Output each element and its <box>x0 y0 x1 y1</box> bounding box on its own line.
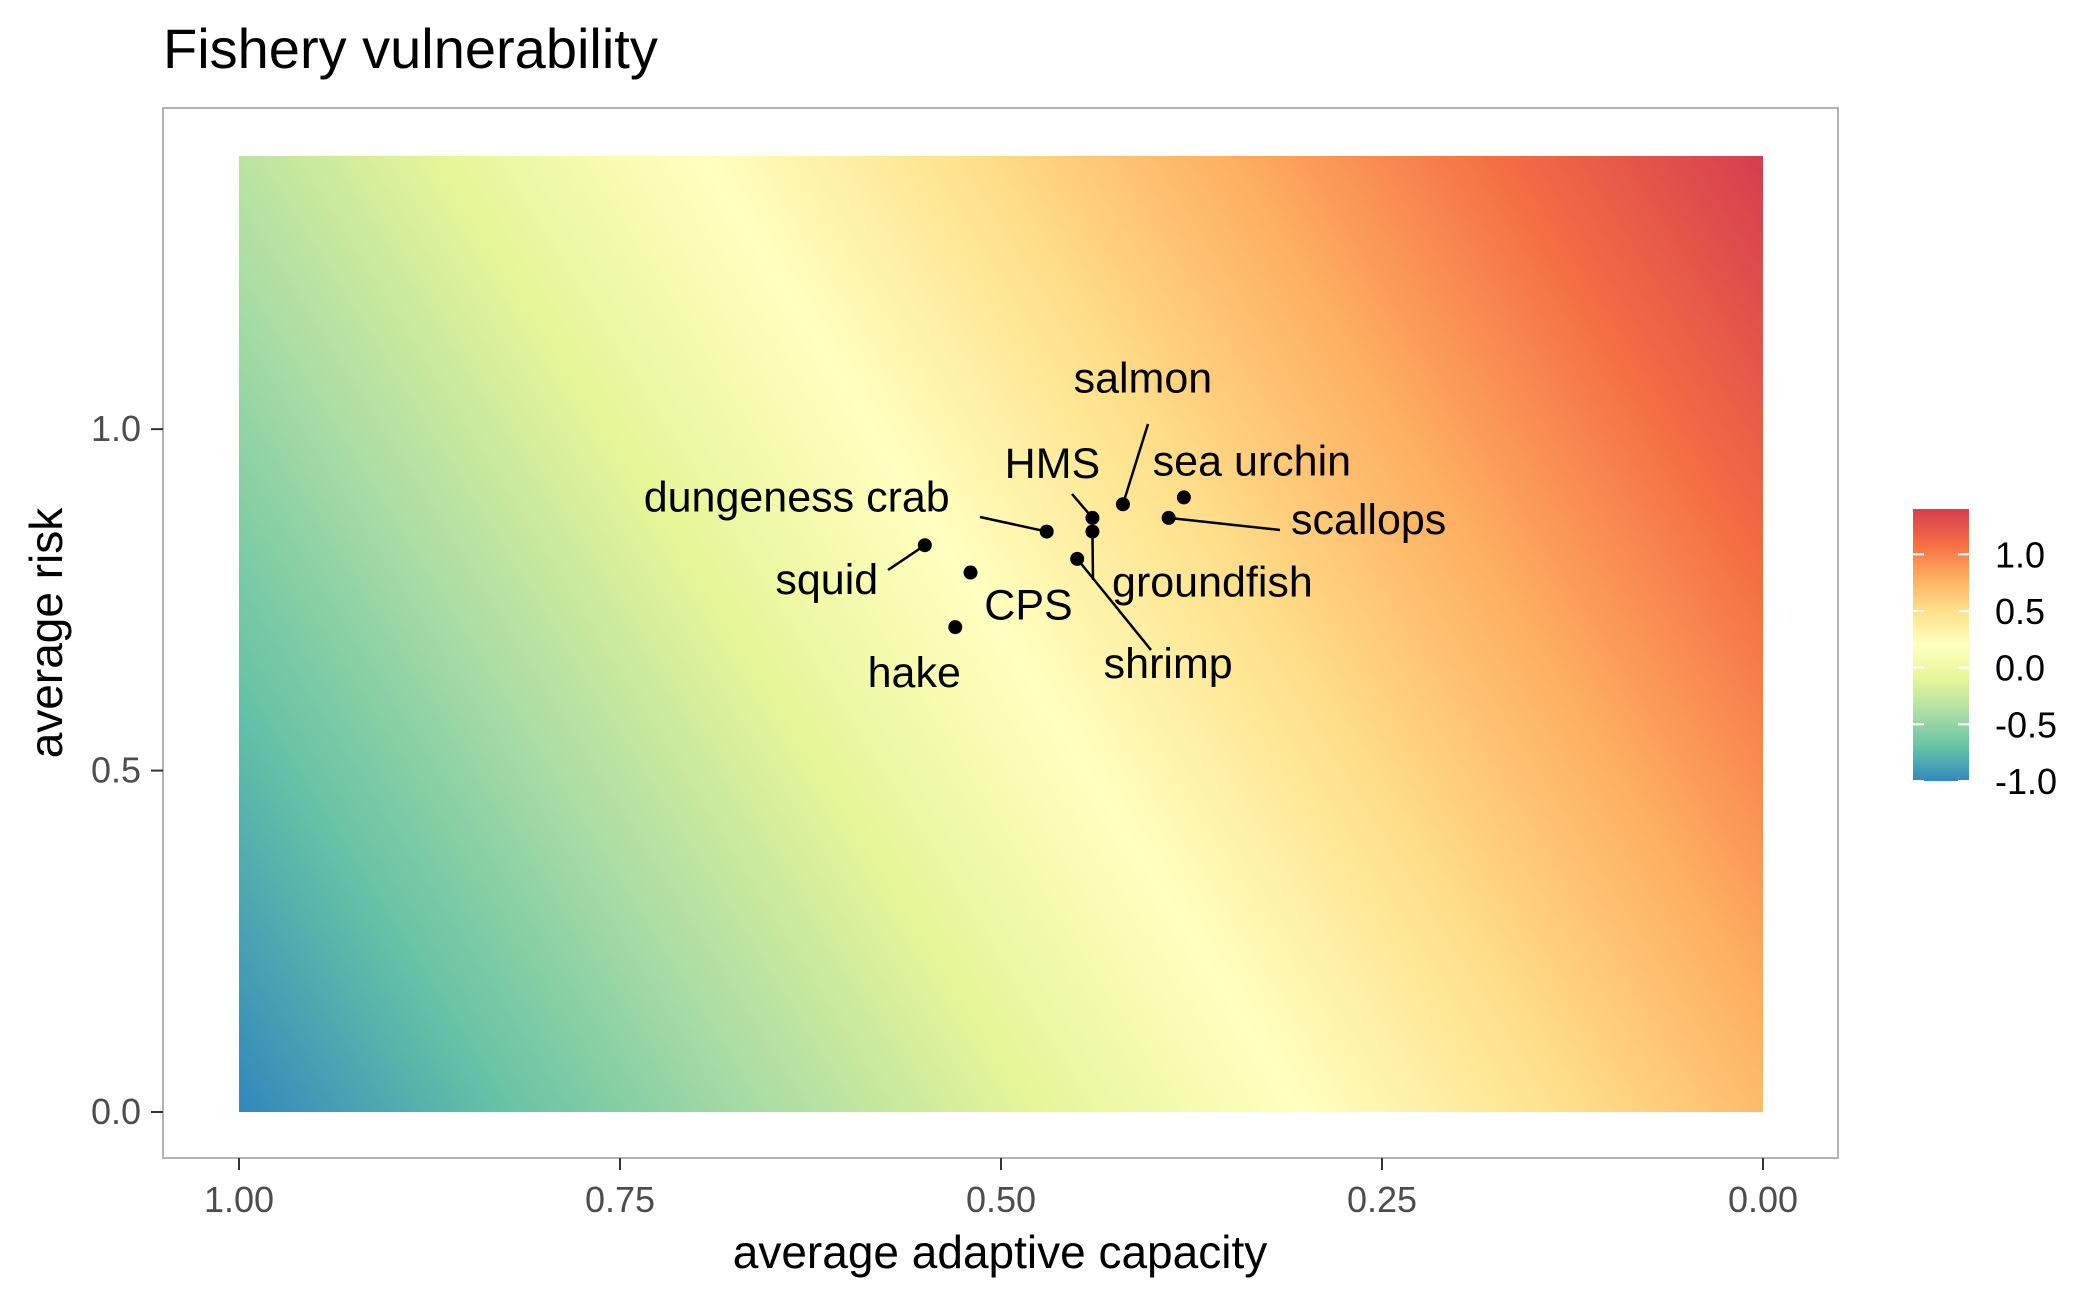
x-tick-label: 0.75 <box>585 1179 655 1220</box>
legend-colorbar <box>1913 509 1969 781</box>
data-point <box>1161 510 1176 525</box>
data-point <box>1070 551 1085 566</box>
x-tick-label: 0.00 <box>1728 1179 1798 1220</box>
legend-tick-label: 0.5 <box>1995 591 2045 632</box>
legend-tick-label: -0.5 <box>1995 704 2057 745</box>
colorscale-legend: 1.0 0.5 0.0 -0.5 -1.0 <box>1913 509 2057 802</box>
leader-line <box>1076 558 1152 651</box>
x-axis-ticks: 1.00 0.75 0.50 0.25 0.00 <box>204 1158 1798 1220</box>
data-point <box>1176 490 1191 505</box>
legend-tick-label: 1.0 <box>1995 534 2045 575</box>
data-point-label: HMS <box>1005 440 1101 488</box>
leader-line <box>887 544 926 572</box>
data-point-label: squid <box>775 556 878 604</box>
x-tick-label: 0.50 <box>966 1179 1036 1220</box>
x-axis-title: average adaptive capacity <box>733 1226 1267 1278</box>
data-point <box>963 565 978 580</box>
leader-line <box>1168 516 1281 532</box>
data-point <box>1085 524 1100 539</box>
leader-line <box>1121 423 1150 505</box>
data-point-label: salmon <box>1074 354 1213 402</box>
data-point-label: scallops <box>1291 496 1446 544</box>
data-point <box>1039 524 1054 539</box>
data-point-label: shrimp <box>1104 640 1233 688</box>
x-tick-label: 1.00 <box>204 1179 274 1220</box>
data-points <box>917 490 1191 635</box>
label-leader-lines <box>887 423 1281 651</box>
x-tick-label: 0.25 <box>1347 1179 1417 1220</box>
data-point <box>948 620 963 635</box>
data-point <box>1085 510 1100 525</box>
data-point <box>1115 497 1130 512</box>
y-axis-ticks: 0.0 0.5 1.0 <box>91 408 163 1132</box>
y-tick-label: 0.0 <box>91 1091 141 1132</box>
data-point-label: groundfish <box>1112 559 1313 607</box>
legend-ticks: 1.0 0.5 0.0 -0.5 -1.0 <box>1913 534 2057 802</box>
leader-line <box>1091 531 1095 581</box>
y-axis-title: average risk <box>20 507 72 759</box>
data-point <box>917 538 932 553</box>
y-tick-label: 0.5 <box>91 750 141 791</box>
data-point-labels: salmon sea urchin HMS scallops dungeness cra… <box>644 354 1447 697</box>
data-point-label: dungeness crab <box>644 474 950 522</box>
legend-tick-label: -1.0 <box>1995 761 2057 802</box>
data-point-label: sea urchin <box>1153 437 1351 485</box>
data-point-label: hake <box>868 649 961 697</box>
legend-tick-label: 0.0 <box>1995 648 2045 689</box>
leader-line <box>979 515 1047 533</box>
data-point-label: CPS <box>984 582 1072 630</box>
chart-title: Fishery vulnerability <box>163 17 658 80</box>
y-tick-label: 1.0 <box>91 408 141 449</box>
vulnerability-heatmap <box>239 156 1763 1112</box>
